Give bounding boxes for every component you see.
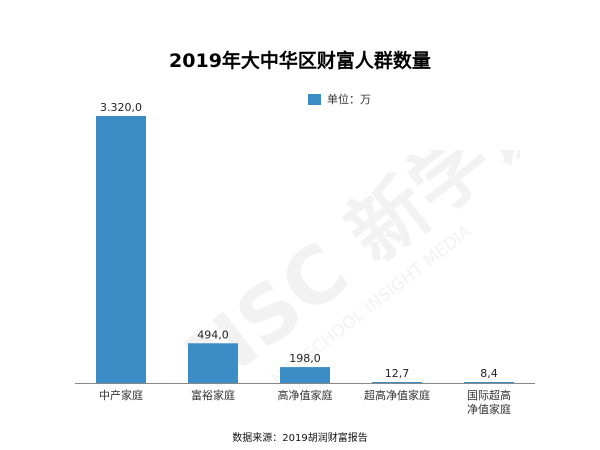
- category-label-3: 超高净值家庭: [364, 388, 430, 402]
- data-label-1: 494,0: [197, 328, 229, 341]
- bar-3: [372, 381, 422, 383]
- source-note: 数据来源：2019胡润财富报告: [232, 433, 368, 444]
- data-label-3: 12,7: [385, 367, 410, 380]
- data-label-4: 8,4: [480, 367, 498, 380]
- bar-4: [464, 382, 514, 383]
- data-label-2: 198,0: [289, 352, 321, 365]
- category-label-1: 富裕家庭: [191, 388, 235, 402]
- legend-swatch: [308, 93, 321, 105]
- chart-title: 2019年大中华区财富人群数量: [169, 50, 431, 72]
- bar-1: [188, 343, 238, 383]
- legend: 单位：万: [308, 91, 371, 107]
- category-label-4-1: 净值家庭: [467, 402, 511, 416]
- data-label-0: 3.320,0: [100, 101, 142, 114]
- bar-0: [96, 116, 146, 383]
- bar-2: [280, 367, 330, 383]
- category-label-2: 高净值家庭: [278, 388, 333, 402]
- legend-label: 单位：万: [327, 93, 371, 106]
- category-label-4-0: 国际超高: [467, 388, 511, 402]
- category-label-0: 中产家庭: [99, 388, 143, 402]
